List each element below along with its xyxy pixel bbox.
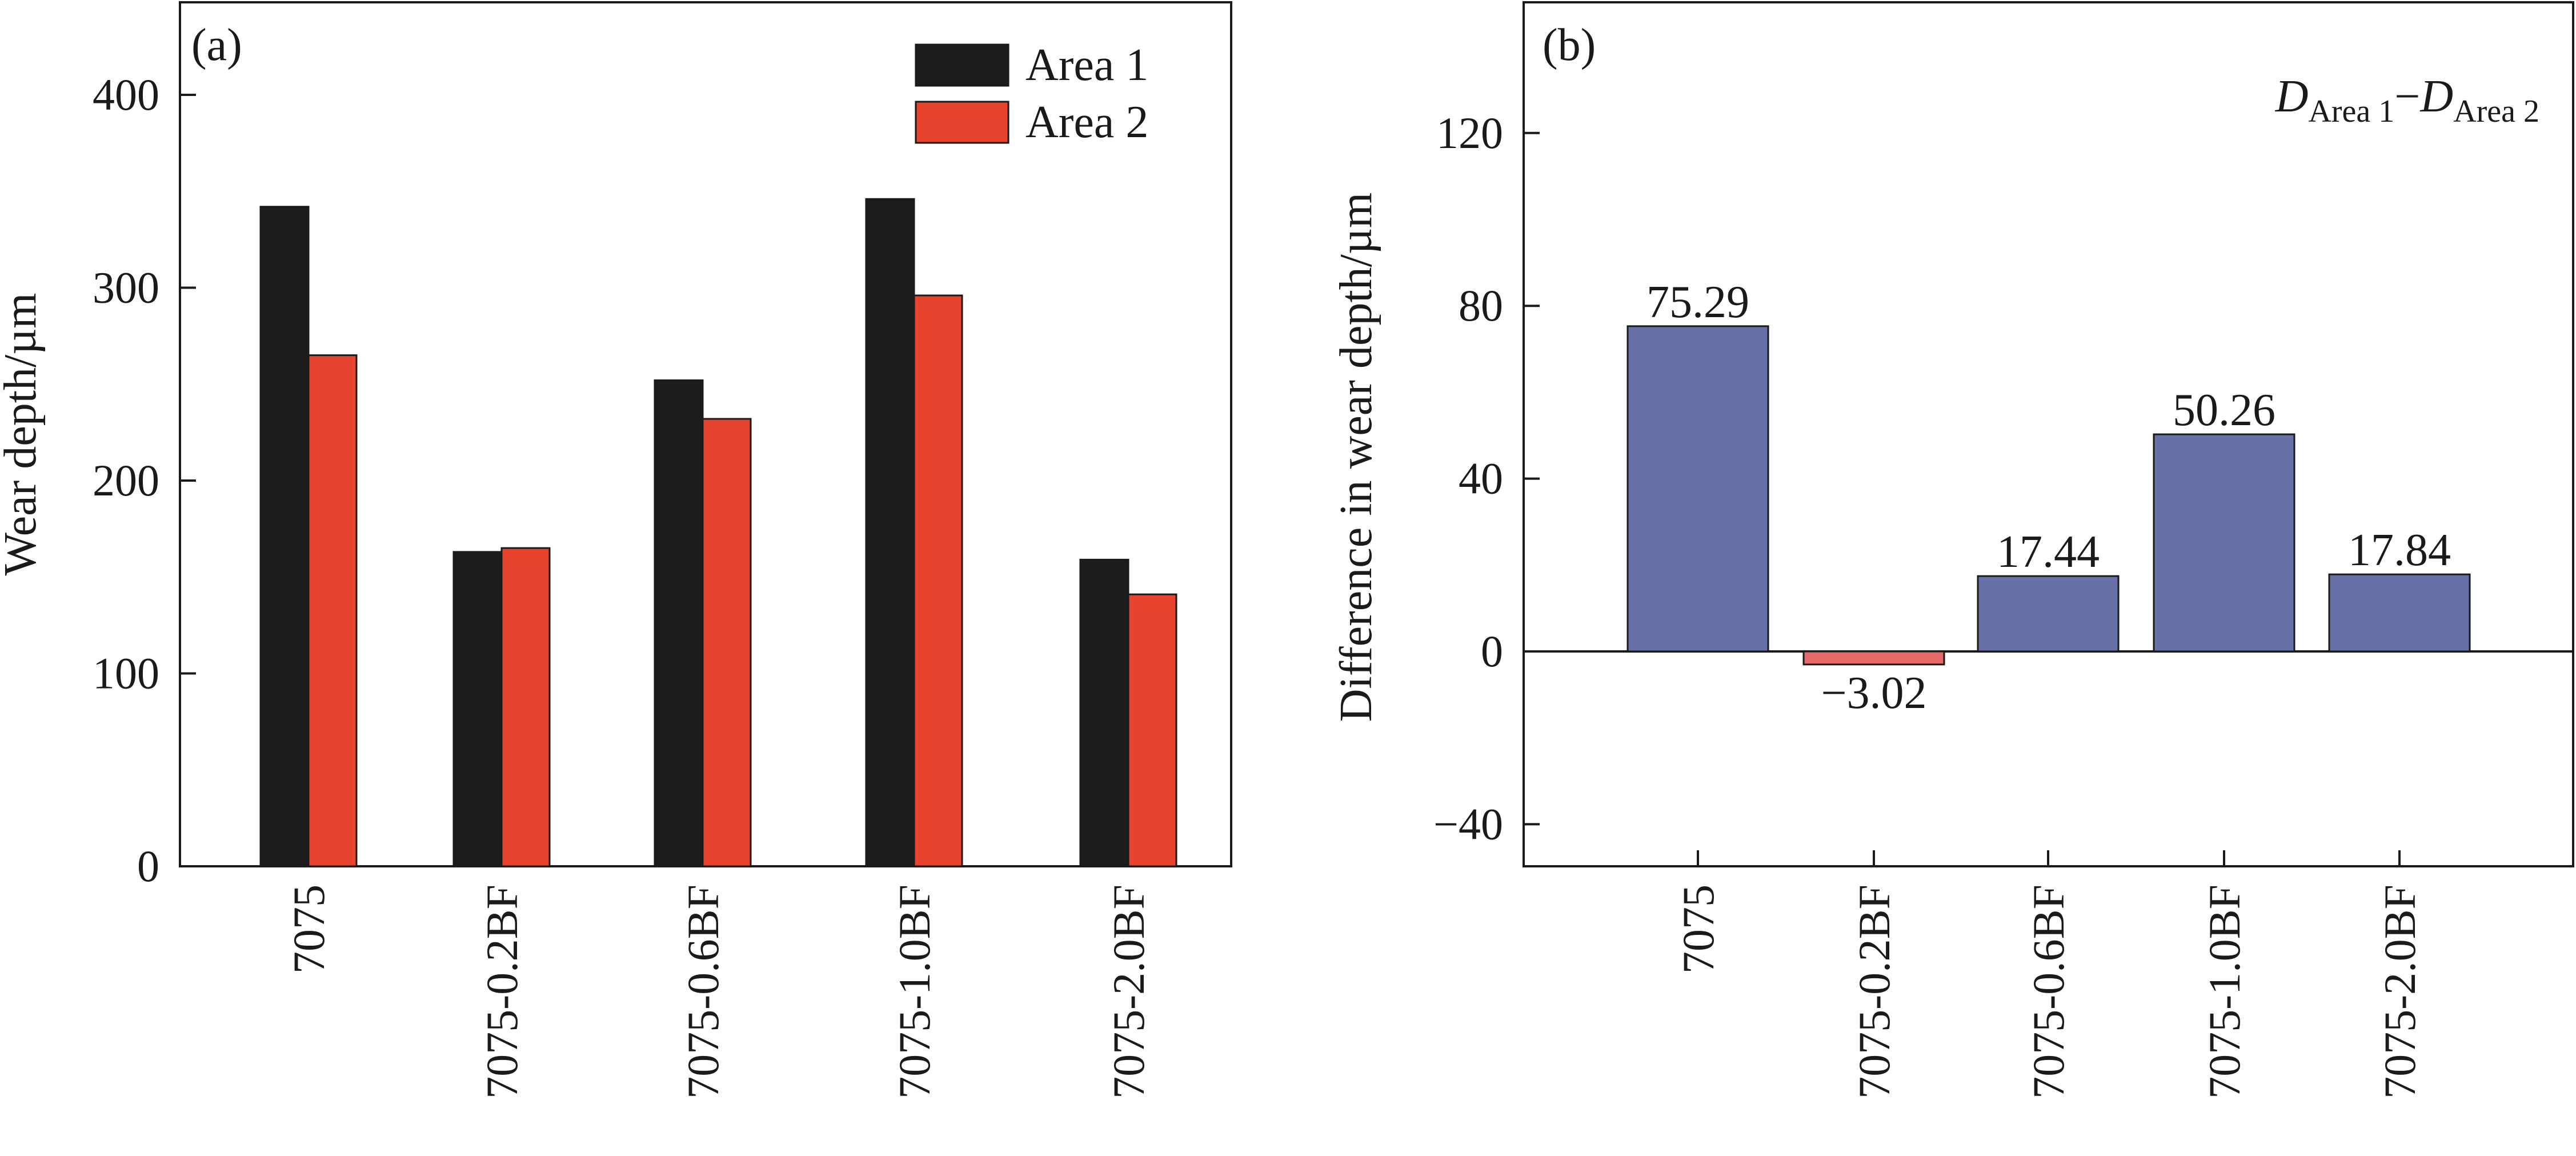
bar-area-1-7075 <box>259 206 310 867</box>
data-label-7075-0-6bf: 17.44 <box>1997 527 2100 577</box>
difference-annotation: DArea 1−DArea 2 <box>2275 71 2539 129</box>
panel-a-y-ticks: 0 100 200 300 400 <box>93 70 196 891</box>
annotation-sub2: Area 2 <box>2453 94 2539 129</box>
panel-b-x-tick-label: 7075-1.0BF <box>2200 885 2249 1099</box>
legend-label-area-1: Area 1 <box>1025 40 1148 90</box>
bar-difference-7075-0-6bf <box>1977 575 2120 653</box>
panel-a-y-tick-label: 100 <box>93 649 159 698</box>
legend-label-area-2: Area 2 <box>1025 97 1148 147</box>
bar-area-1-7075-0-6bf <box>654 379 704 867</box>
bar-area-1-7075-2-0bf <box>1079 558 1129 867</box>
panel-b-x-tick-label: 7075-2.0BF <box>2375 885 2425 1099</box>
legend-swatch-area-1 <box>915 43 1009 87</box>
data-label-7075-2-0bf: 17.84 <box>2348 525 2451 575</box>
panel-b-x-tick-label: 7075 <box>1673 885 1723 974</box>
panel-a-y-axis-title: Wear depth/µm <box>0 293 46 575</box>
panel-b-y-tick-label: −40 <box>1433 799 1503 849</box>
annotation-d2: D <box>2419 71 2453 122</box>
panel-b-y-tick-label: 0 <box>1481 626 1503 676</box>
panel-a-label: (a) <box>191 20 242 70</box>
panel-a-y-tick-label: 200 <box>93 455 159 505</box>
panel-a-x-tick-label: 7075-1.0BF <box>890 885 939 1099</box>
panel-a-y-tick-label: 0 <box>137 841 159 891</box>
panel-b-data-labels: 75.29 −3.02 17.44 50.26 17.84 <box>1646 277 2451 718</box>
legend: Area 1 Area 2 <box>915 40 1148 147</box>
panel-a-y-tick-label: 300 <box>93 263 159 313</box>
bar-difference-7075-1-0bf <box>2153 433 2295 653</box>
bar-area-2-7075 <box>307 354 358 867</box>
annotation-d1: D <box>2275 71 2309 122</box>
panel-a-x-tick-labels: 7075 7075-0.2BF 7075-0.6BF 7075-1.0BF 7075-2… <box>284 885 1153 1099</box>
bar-area-1-7075-0-2bf <box>452 551 503 867</box>
panel-b-y-tick-label: 40 <box>1459 454 1503 503</box>
data-label-7075: 75.29 <box>1646 277 1749 327</box>
bar-area-2-7075-0-2bf <box>500 547 551 867</box>
panel-b-y-tick-label: 120 <box>1436 108 1503 158</box>
panel-a-x-tick-label: 7075 <box>284 885 334 974</box>
bar-difference-7075-0-2bf <box>1802 650 1945 666</box>
panel-a-bars <box>259 198 1177 867</box>
panel-b-x-tick-labels: 7075 7075-0.2BF 7075-0.6BF 7075-1.0BF 7075-2… <box>1673 850 2425 1099</box>
bar-area-2-7075-0-6bf <box>702 418 752 867</box>
panel-a-x-tick-label: 7075-0.6BF <box>678 885 728 1099</box>
bar-area-1-7075-1-0bf <box>865 198 915 867</box>
panel-b-bars <box>1626 325 2471 666</box>
panel-b-x-tick-label: 7075-0.6BF <box>2024 885 2073 1099</box>
legend-swatch-area-2 <box>915 101 1009 144</box>
data-label-7075-0-2bf: −3.02 <box>1821 668 1926 718</box>
data-label-7075-1-0bf: 50.26 <box>2173 385 2275 435</box>
bar-difference-7075 <box>1626 325 1769 653</box>
panel-b-x-tick-label: 7075-0.2BF <box>1849 885 1899 1099</box>
panel-b-y-axis-title: Difference in wear depth/µm <box>1331 193 1381 722</box>
panel-a-x-tick-label: 7075-0.2BF <box>477 885 527 1099</box>
bar-area-2-7075-2-0bf <box>1127 593 1177 867</box>
panel-b-y-tick-label: 80 <box>1459 281 1503 330</box>
panel-b-y-ticks: −40 0 40 80 120 <box>1433 108 1540 849</box>
panel-b-label: (b) <box>1543 20 1596 70</box>
annotation-sub1: Area 1 <box>2308 94 2394 129</box>
bar-difference-7075-2-0bf <box>2328 573 2471 653</box>
bar-area-2-7075-1-0bf <box>913 294 963 867</box>
panel-a-y-tick-label: 400 <box>93 70 159 119</box>
panel-b-difference-chart: (b) Difference in wear depth/µm DArea 1−… <box>1331 1 2574 1099</box>
annotation-minus: − <box>2394 71 2420 122</box>
panel-a-x-tick-label: 7075-2.0BF <box>1104 885 1153 1099</box>
